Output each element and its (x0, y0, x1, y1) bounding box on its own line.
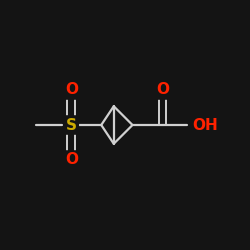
Text: O: O (65, 82, 78, 98)
Text: S: S (66, 118, 77, 132)
Text: OH: OH (192, 118, 218, 132)
Text: O: O (156, 82, 169, 98)
Text: O: O (65, 152, 78, 168)
